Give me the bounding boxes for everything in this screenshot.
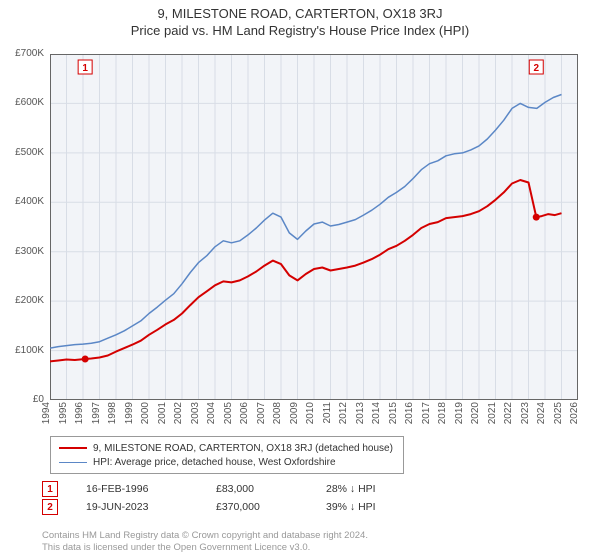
x-tick-label: 2007 — [259, 380, 270, 402]
x-tick-label: 2003 — [193, 380, 204, 402]
y-tick-label: £200K — [15, 295, 44, 306]
y-tick-label: £400K — [15, 196, 44, 207]
event-table: 1 16-FEB-1996 £83,000 28% ↓ HPI 2 19-JUN… — [42, 480, 376, 516]
event-marker-badge: 2 — [42, 499, 58, 515]
event-date: 19-JUN-2023 — [86, 501, 216, 513]
x-tick-label: 2014 — [374, 380, 385, 402]
legend-label: 9, MILESTONE ROAD, CARTERTON, OX18 3RJ (… — [93, 443, 393, 454]
credit-line: This data is licensed under the Open Gov… — [42, 542, 368, 554]
x-tick-label: 2025 — [556, 380, 567, 402]
svg-text:1: 1 — [82, 63, 88, 74]
event-row: 1 16-FEB-1996 £83,000 28% ↓ HPI — [42, 480, 376, 498]
x-tick-label: 2002 — [176, 380, 187, 402]
event-row: 2 19-JUN-2023 £370,000 39% ↓ HPI — [42, 498, 376, 516]
credit: Contains HM Land Registry data © Crown c… — [42, 530, 368, 554]
x-tick-label: 2001 — [160, 380, 171, 402]
y-axis-labels: £0£100K£200K£300K£400K£500K£600K£700K — [0, 54, 48, 400]
svg-text:2: 2 — [533, 63, 539, 74]
x-tick-label: 2010 — [308, 380, 319, 402]
x-tick-label: 2018 — [440, 380, 451, 402]
x-tick-label: 1999 — [127, 380, 138, 402]
event-delta: 28% ↓ HPI — [326, 483, 376, 495]
x-tick-label: 2020 — [473, 380, 484, 402]
y-tick-label: £700K — [15, 48, 44, 59]
x-tick-label: 2000 — [143, 380, 154, 402]
legend-swatch — [59, 447, 87, 449]
x-tick-label: 1996 — [77, 380, 88, 402]
title-address: 9, MILESTONE ROAD, CARTERTON, OX18 3RJ — [0, 6, 600, 21]
legend-item: 9, MILESTONE ROAD, CARTERTON, OX18 3RJ (… — [59, 441, 393, 455]
legend-label: HPI: Average price, detached house, West… — [93, 457, 336, 468]
event-price: £83,000 — [216, 483, 326, 495]
legend-swatch — [59, 462, 87, 463]
x-tick-label: 2024 — [539, 380, 550, 402]
title-block: 9, MILESTONE ROAD, CARTERTON, OX18 3RJ P… — [0, 0, 600, 38]
x-tick-label: 2009 — [292, 380, 303, 402]
x-axis-labels: 1994199519961997199819992000200120022003… — [50, 400, 578, 434]
x-tick-label: 2015 — [391, 380, 402, 402]
y-tick-label: £500K — [15, 147, 44, 158]
x-tick-label: 1998 — [110, 380, 121, 402]
x-tick-label: 2026 — [572, 380, 583, 402]
x-tick-label: 2021 — [490, 380, 501, 402]
x-tick-label: 2004 — [209, 380, 220, 402]
page: 9, MILESTONE ROAD, CARTERTON, OX18 3RJ P… — [0, 0, 600, 560]
x-tick-label: 2008 — [275, 380, 286, 402]
x-tick-label: 2022 — [506, 380, 517, 402]
y-tick-label: £600K — [15, 97, 44, 108]
chart: 12 — [50, 54, 578, 400]
y-tick-label: £300K — [15, 246, 44, 257]
credit-line: Contains HM Land Registry data © Crown c… — [42, 530, 368, 542]
y-tick-label: £100K — [15, 345, 44, 356]
x-tick-label: 2016 — [407, 380, 418, 402]
title-subtitle: Price paid vs. HM Land Registry's House … — [0, 23, 600, 38]
x-tick-label: 1995 — [61, 380, 72, 402]
x-tick-label: 2011 — [325, 380, 336, 402]
event-delta: 39% ↓ HPI — [326, 501, 376, 513]
legend-item: HPI: Average price, detached house, West… — [59, 455, 393, 469]
x-tick-label: 1997 — [94, 380, 105, 402]
x-tick-label: 2005 — [226, 380, 237, 402]
x-tick-label: 2019 — [457, 380, 468, 402]
event-marker-badge: 1 — [42, 481, 58, 497]
legend: 9, MILESTONE ROAD, CARTERTON, OX18 3RJ (… — [50, 436, 404, 474]
x-tick-label: 1994 — [44, 380, 55, 402]
event-date: 16-FEB-1996 — [86, 483, 216, 495]
x-tick-label: 2012 — [341, 380, 352, 402]
x-tick-label: 2013 — [358, 380, 369, 402]
x-tick-label: 2006 — [242, 380, 253, 402]
x-tick-label: 2017 — [424, 380, 435, 402]
event-price: £370,000 — [216, 501, 326, 513]
x-tick-label: 2023 — [523, 380, 534, 402]
